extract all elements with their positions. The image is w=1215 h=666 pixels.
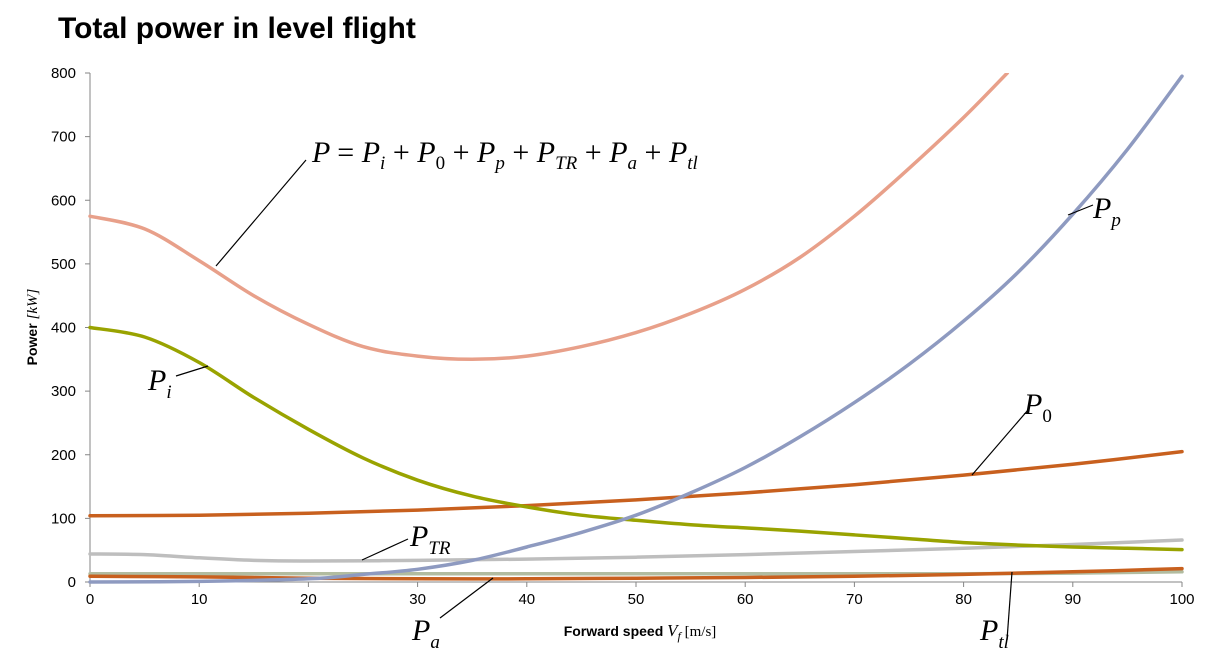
x-tick-label: 50 xyxy=(628,591,645,608)
x-tick-label: 60 xyxy=(737,591,754,608)
label-p-0: P0 xyxy=(1023,388,1052,427)
x-tick-label: 70 xyxy=(846,591,863,608)
y-axis-label: Power [kW] xyxy=(24,288,41,365)
label-p-a: Pa xyxy=(411,614,440,653)
series-line-p-a xyxy=(88,566,1184,581)
p-0-leader xyxy=(971,409,1029,476)
series-line-p-i xyxy=(88,325,1184,552)
x-tick-label: 20 xyxy=(300,591,317,608)
x-tick-label: 100 xyxy=(1169,591,1194,608)
y-tick-label: 800 xyxy=(51,65,76,82)
series-line-p-0 xyxy=(88,449,1184,518)
p-tl-leader xyxy=(1006,571,1013,641)
x-axis-label: Forward speed Vf [m/s] xyxy=(564,621,717,643)
label-p-tr: PTR xyxy=(409,520,451,559)
label-p-p: Pp xyxy=(1092,192,1121,231)
axes: 0 100 200 300 400 500 600 700 800 0 10 20 30 40 50 60 70… xyxy=(24,65,1195,643)
p-tr-leader xyxy=(361,538,409,561)
x-tick-label: 10 xyxy=(191,591,208,608)
y-tick-label: 200 xyxy=(51,447,76,464)
label-p-tl: Ptl xyxy=(979,614,1009,653)
x-tick-label: 90 xyxy=(1064,591,1081,608)
label-p-i: Pi xyxy=(147,364,172,403)
x-tick-label: 0 xyxy=(86,591,94,608)
y-tick-label: 0 xyxy=(68,574,76,591)
x-tick-label: 80 xyxy=(955,591,972,608)
series-layer xyxy=(88,73,1184,584)
series-line-p-tr xyxy=(88,538,1184,563)
chart-title: Total power in level flight xyxy=(58,12,416,45)
p-p-leader xyxy=(1067,204,1094,216)
x-tick-label: 40 xyxy=(518,591,535,608)
p-a-leader xyxy=(439,577,494,619)
annotation-layer: P = Pi + P0 + Pp + PTR + Pa + Ptl Pp Pi P0 P… xyxy=(147,136,1121,653)
series-line-p-p xyxy=(88,74,1184,584)
y-tick-label: 600 xyxy=(51,192,76,209)
series-line-p xyxy=(88,73,1010,362)
total-power-leader xyxy=(215,159,307,267)
y-tick-label: 300 xyxy=(51,383,76,400)
x-tick-label: 30 xyxy=(409,591,426,608)
p-i-leader xyxy=(175,365,209,377)
y-tick-label: 700 xyxy=(51,129,76,146)
y-tick-label: 500 xyxy=(51,256,76,273)
total-power-equation: P = Pi + P0 + Pp + PTR + Pa + Ptl xyxy=(311,136,698,174)
y-tick-label: 400 xyxy=(51,320,76,337)
y-tick-label: 100 xyxy=(51,510,76,527)
